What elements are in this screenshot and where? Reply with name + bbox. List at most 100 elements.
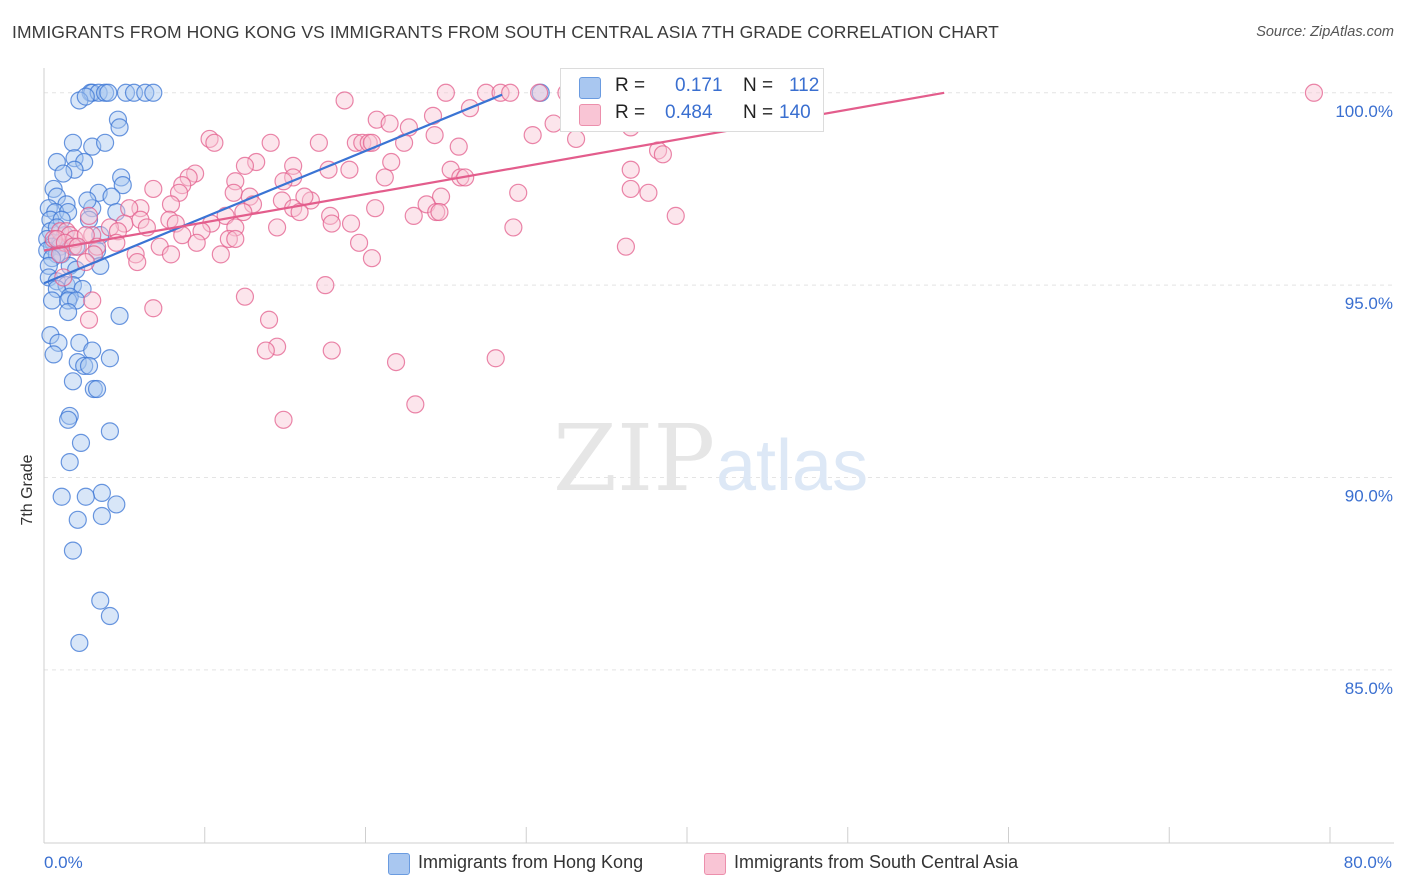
point-south-central-asia <box>224 183 243 202</box>
point-south-central-asia <box>79 310 99 329</box>
point-south-central-asia <box>226 229 245 249</box>
point-south-central-asia <box>161 195 181 214</box>
legend-n-value: 112 <box>789 75 820 96</box>
point-south-central-asia <box>161 245 181 264</box>
point-south-central-asia <box>261 133 280 152</box>
point-south-central-asia <box>486 349 505 368</box>
legend-n-label: N = <box>743 102 774 123</box>
chart-title: IMMIGRANTS FROM HONG KONG VS IMMIGRANTS … <box>12 22 999 42</box>
point-hong-kong <box>63 372 83 391</box>
point-south-central-asia <box>509 183 528 202</box>
legend-r-label: R = <box>615 75 646 96</box>
point-hong-kong <box>63 133 83 152</box>
point-hong-kong <box>100 349 120 368</box>
point-hong-kong <box>71 433 91 452</box>
point-south-central-asia <box>290 202 309 222</box>
point-south-central-asia <box>205 133 224 152</box>
point-south-central-asia <box>108 222 128 241</box>
point-hong-kong <box>112 168 131 187</box>
point-south-central-asia <box>267 337 287 356</box>
point-south-central-asia <box>366 199 385 218</box>
point-south-central-asia <box>523 125 542 145</box>
x-tick-max: 80.0% <box>1343 853 1392 872</box>
point-hong-kong <box>83 341 102 360</box>
point-hong-kong <box>107 495 126 514</box>
point-south-central-asia <box>423 106 443 125</box>
point-south-central-asia <box>267 218 287 237</box>
point-hong-kong <box>75 152 94 172</box>
point-south-central-asia <box>449 137 468 156</box>
point-south-central-asia <box>1304 83 1324 102</box>
point-south-central-asia <box>144 179 163 199</box>
point-hong-kong <box>79 356 99 376</box>
bottom-legend-label-south-central-asia: Immigrants from South Central Asia <box>734 852 1019 872</box>
point-south-central-asia <box>436 83 455 102</box>
point-south-central-asia <box>322 214 341 233</box>
point-south-central-asia <box>234 202 253 222</box>
point-hong-kong <box>92 506 111 526</box>
point-south-central-asia <box>621 179 640 199</box>
stats-legend: R = 0.171 N = 112 R = 0.484 N = 140 <box>560 68 824 132</box>
point-south-central-asia <box>504 218 523 237</box>
point-hong-kong <box>79 210 99 229</box>
point-hong-kong <box>110 306 129 326</box>
point-south-central-asia <box>144 299 163 318</box>
legend-n-label: N = <box>743 75 774 96</box>
point-south-central-asia <box>256 341 275 360</box>
point-hong-kong <box>91 591 110 610</box>
watermark-atlas: atlas <box>716 426 868 506</box>
point-hong-kong <box>110 118 129 137</box>
point-south-central-asia <box>128 252 147 272</box>
point-south-central-asia <box>83 291 102 310</box>
point-hong-kong <box>100 606 120 626</box>
legend-n-value: 140 <box>779 102 811 123</box>
point-hong-kong <box>52 487 71 506</box>
y-tick-label: 90.0% <box>1345 487 1393 506</box>
point-south-central-asia <box>406 395 425 414</box>
legend-swatch-hong-kong <box>579 77 601 99</box>
point-south-central-asia <box>211 245 230 264</box>
point-south-central-asia <box>219 229 238 249</box>
trend-line-hong-kong <box>43 93 503 285</box>
point-south-central-asia <box>322 341 341 360</box>
point-south-central-asia <box>362 249 382 268</box>
grid-lines <box>44 92 1394 671</box>
point-south-central-asia <box>653 145 672 164</box>
x-tick-min: 0.0% <box>44 853 83 872</box>
point-south-central-asia <box>187 233 206 252</box>
point-south-central-asia <box>335 91 354 110</box>
point-south-central-asia <box>235 287 255 306</box>
point-hong-kong <box>63 541 83 560</box>
point-south-central-asia <box>340 160 359 179</box>
legend-swatch-south-central-asia <box>579 104 601 126</box>
point-hong-kong <box>44 345 63 364</box>
point-south-central-asia <box>349 233 369 252</box>
point-south-central-asia <box>639 183 658 202</box>
point-hong-kong <box>59 410 78 429</box>
series-south-central-asia-points <box>44 83 1324 429</box>
point-hong-kong <box>144 83 163 102</box>
point-hong-kong <box>49 333 68 352</box>
bottom-legend-label-hong-kong: Immigrants from Hong Kong <box>418 852 644 872</box>
point-south-central-asia <box>235 156 255 175</box>
y-axis-label: 7th Grade <box>19 454 36 526</box>
legend-r-label: R = <box>615 102 646 123</box>
y-tick-label: 85.0% <box>1345 679 1393 698</box>
point-south-central-asia <box>566 129 586 149</box>
point-south-central-asia <box>346 133 365 152</box>
point-south-central-asia <box>321 206 340 225</box>
point-south-central-asia <box>79 206 99 225</box>
legend-r-value: 0.484 <box>665 102 713 123</box>
point-hong-kong <box>100 422 120 441</box>
point-hong-kong <box>54 164 73 183</box>
point-hong-kong <box>47 152 66 172</box>
point-south-central-asia <box>50 245 70 264</box>
point-south-central-asia <box>309 133 328 152</box>
point-south-central-asia <box>616 237 636 256</box>
point-hong-kong <box>113 176 132 195</box>
point-hong-kong <box>102 187 121 206</box>
point-hong-kong <box>95 133 115 152</box>
point-south-central-asia <box>404 206 423 225</box>
point-south-central-asia <box>666 206 685 225</box>
